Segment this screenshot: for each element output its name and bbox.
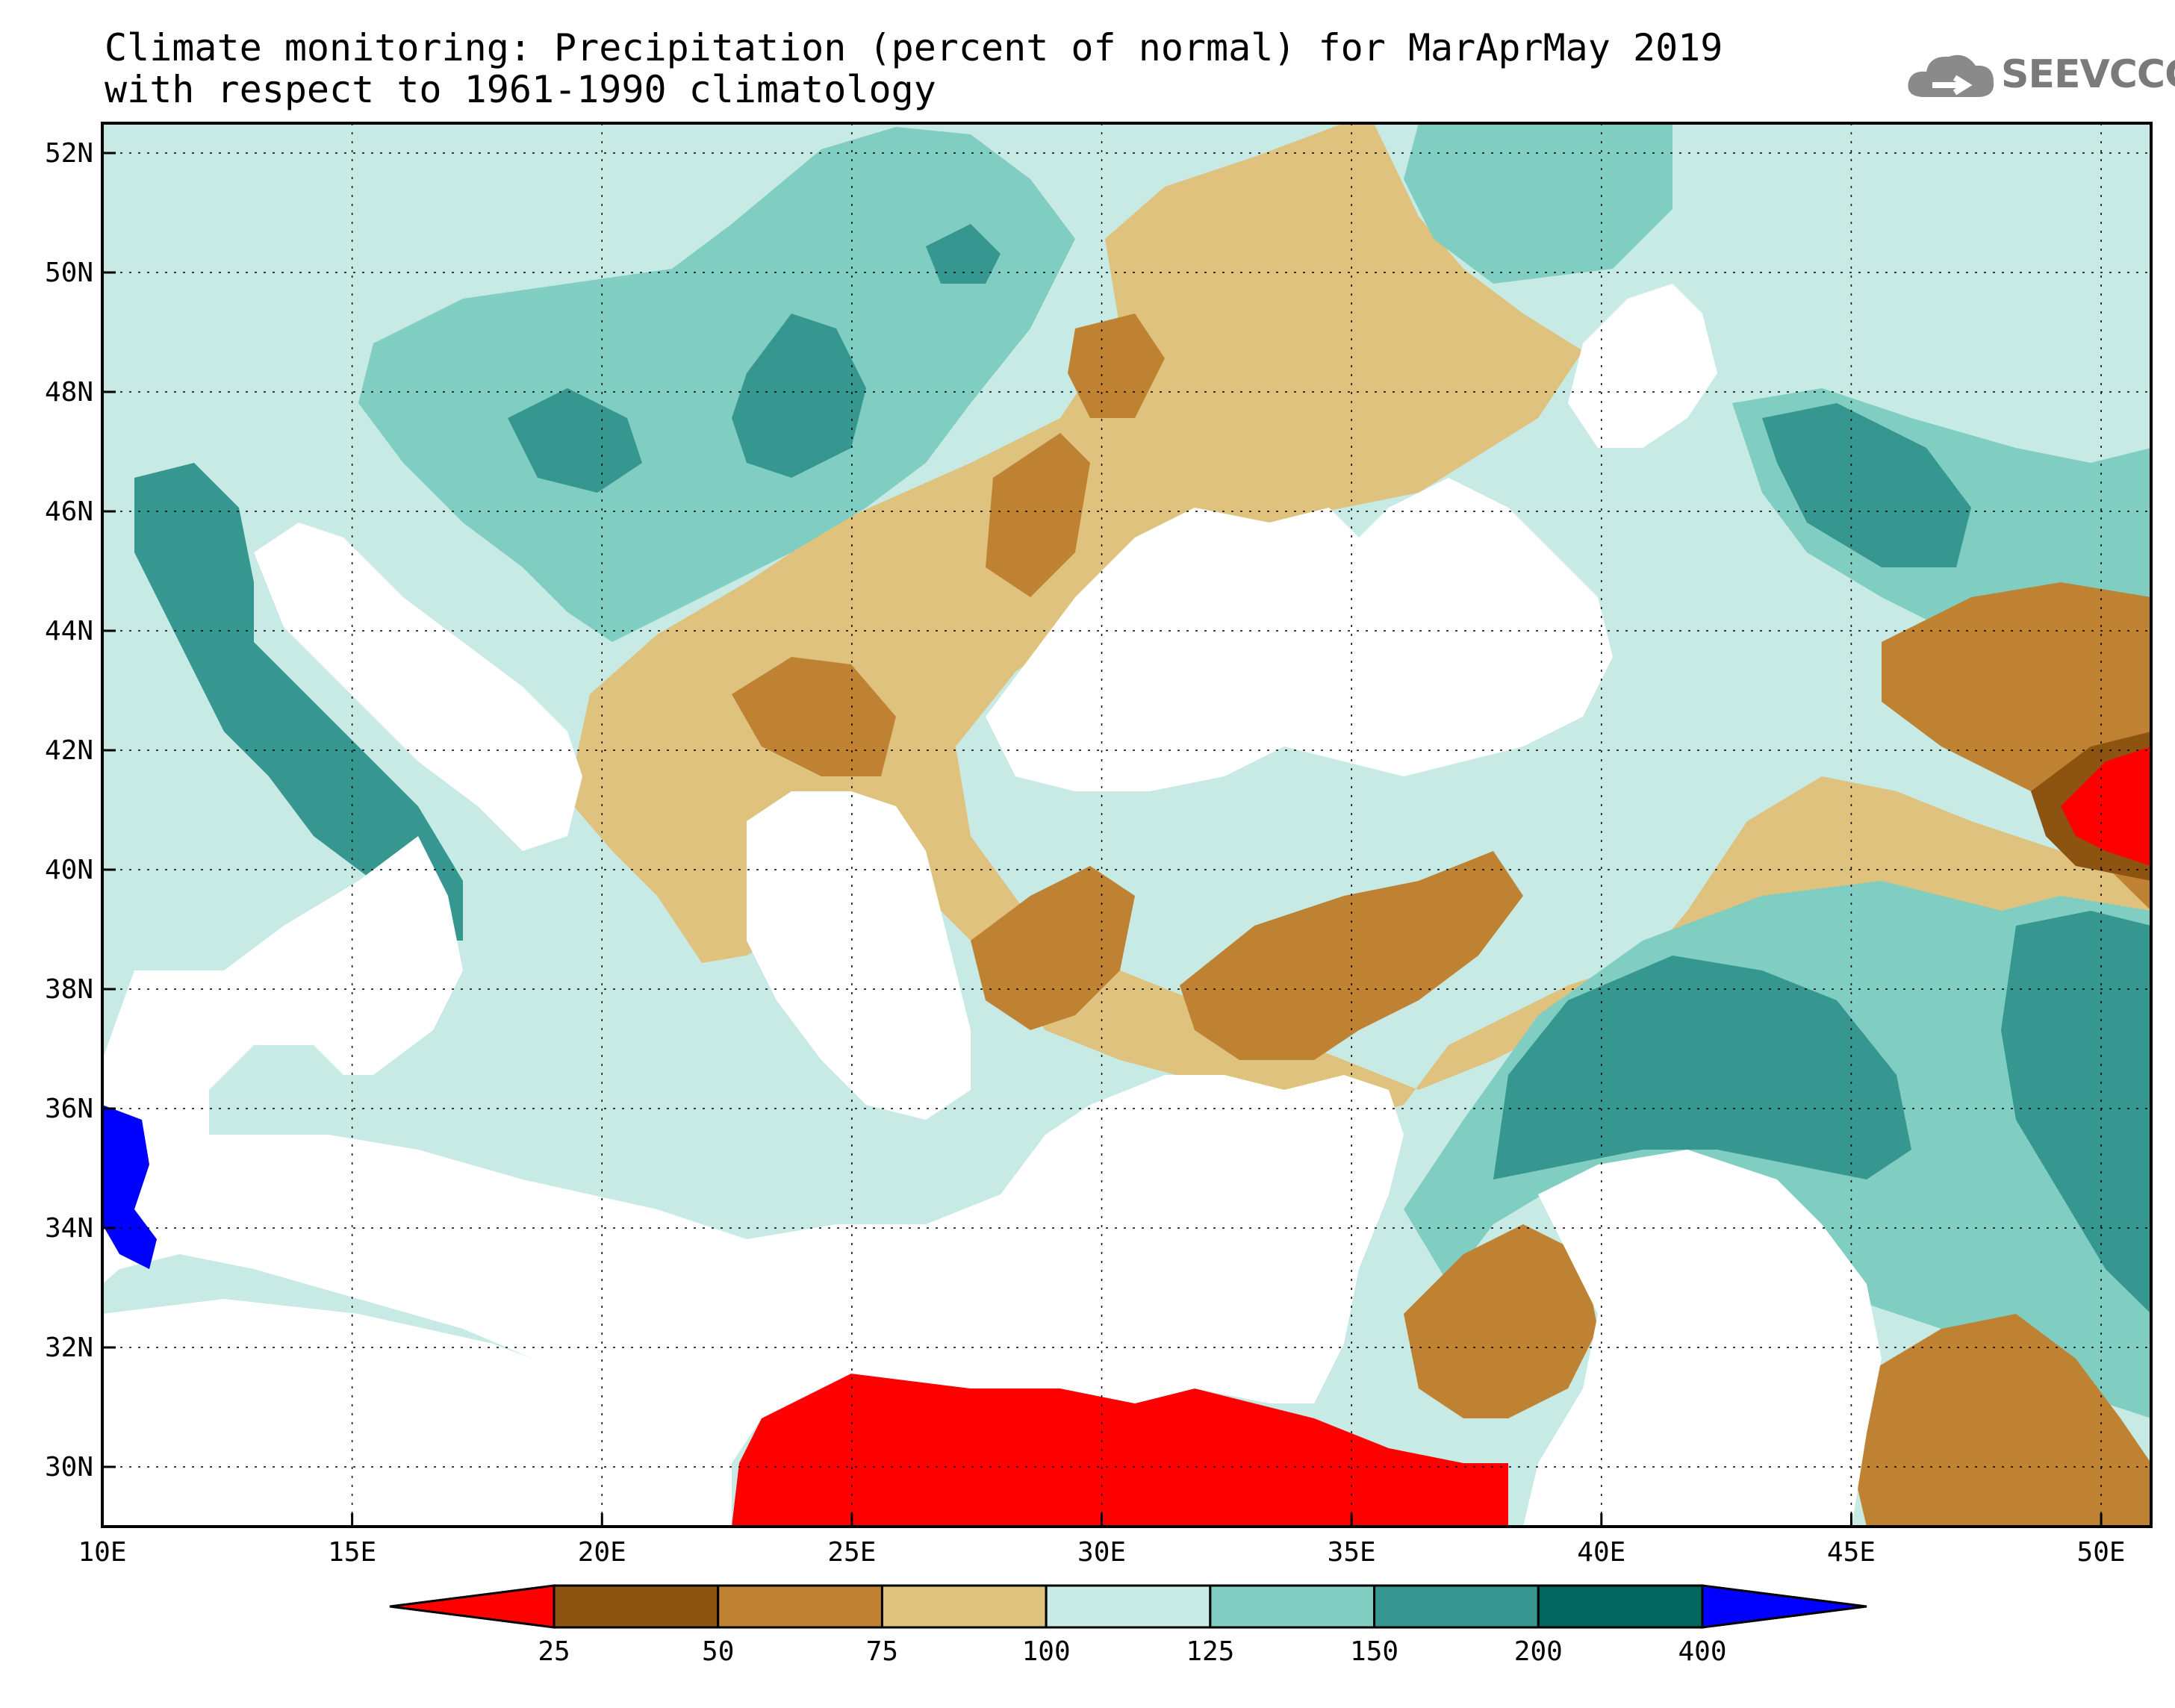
aegean-sea bbox=[747, 791, 971, 1120]
black-sea bbox=[986, 478, 1613, 791]
field-50-75-bulgaria bbox=[732, 657, 896, 776]
colorbar: 25 50 75 100 125 150 200 400 bbox=[389, 1584, 1867, 1667]
lat-tick-label: 34N bbox=[45, 1213, 93, 1244]
field-above-400-algeria bbox=[102, 1105, 157, 1269]
colorbar-box bbox=[1045, 1584, 1212, 1629]
colorbar-label: 100 bbox=[1022, 1636, 1071, 1667]
lat-tick-label: 52N bbox=[45, 138, 93, 169]
lat-tick-label: 40N bbox=[45, 855, 93, 885]
field-150-200-italy bbox=[134, 463, 463, 941]
chart-title-line-2: with respect to 1961-1990 climatology bbox=[105, 68, 936, 111]
cloud-icon bbox=[1908, 54, 1994, 97]
colorbar-label: 50 bbox=[702, 1636, 734, 1667]
field-50-75-ukraine bbox=[1068, 314, 1165, 418]
field-150-200-mideast bbox=[1493, 956, 1911, 1179]
field-50-75-west-turkey bbox=[971, 866, 1135, 1030]
colorbar-label: 75 bbox=[866, 1636, 898, 1667]
field-75-100-balkans bbox=[567, 123, 2151, 1120]
field-150-200-hungary bbox=[508, 388, 642, 493]
field-125-150-russia bbox=[1404, 123, 1673, 284]
lat-tick-label: 48N bbox=[45, 377, 93, 408]
colorbar-box bbox=[1373, 1584, 1540, 1629]
lat-tick-label: 46N bbox=[45, 496, 93, 527]
field-150-200-iran bbox=[2001, 911, 2151, 1314]
colorbar-label: 25 bbox=[538, 1636, 570, 1667]
field-unavailable-north-africa bbox=[102, 1299, 732, 1527]
graticule bbox=[102, 123, 2151, 1527]
map-frame bbox=[101, 122, 2153, 1528]
adriatic-sea bbox=[254, 523, 582, 851]
lon-tick-label: 50E bbox=[2077, 1537, 2126, 1568]
lon-tick-label: 35E bbox=[1328, 1537, 1376, 1568]
mediterranean-sea bbox=[102, 836, 1404, 1463]
field-150-200-slovakia bbox=[732, 314, 866, 478]
colorbar-label: 400 bbox=[1678, 1636, 1726, 1667]
map-fields bbox=[102, 123, 2151, 1527]
lat-tick-label: 30N bbox=[45, 1452, 93, 1483]
lon-tick-label: 40E bbox=[1577, 1537, 1625, 1568]
field-50-75-iraq bbox=[1852, 1314, 2151, 1527]
lat-tick-label: 42N bbox=[45, 735, 93, 766]
lon-tick-label: 10E bbox=[78, 1537, 126, 1568]
colorbar-box bbox=[717, 1584, 883, 1629]
lat-tick-label: 36N bbox=[45, 1094, 93, 1124]
lon-tick-label: 30E bbox=[1077, 1537, 1126, 1568]
colorbar-box bbox=[880, 1584, 1048, 1629]
colorbar-box bbox=[1209, 1584, 1376, 1629]
colorbar-label: 150 bbox=[1350, 1636, 1398, 1667]
colorbar-box bbox=[1537, 1584, 1704, 1629]
lon-tick-label: 25E bbox=[827, 1537, 876, 1568]
colorbar-box bbox=[553, 1584, 720, 1629]
field-125-150-central-europe bbox=[358, 127, 1075, 642]
lon-tick-label: 20E bbox=[578, 1537, 626, 1568]
lat-ticks: 52N 50N 48N 46N 44N 42N 40N 38N 36N 34N 32N 30N bbox=[45, 138, 116, 1483]
colorbar-label: 200 bbox=[1514, 1636, 1563, 1667]
field-50-75-jordan bbox=[1404, 1224, 1598, 1418]
field-50-75-turkey bbox=[1180, 851, 1523, 1060]
seevccc-logo: SEEVCCC bbox=[2001, 52, 2175, 97]
field-below-25-libya-egypt bbox=[732, 1374, 1508, 1527]
field-below-25-caucasus bbox=[2061, 747, 2151, 866]
colorbar-label: 125 bbox=[1186, 1636, 1234, 1667]
field-unavailable-syria-desert bbox=[1523, 1150, 1882, 1527]
lon-ticks: 10E 15E 20E 25E 30E 35E 40E 45E 50E bbox=[78, 1513, 2126, 1568]
field-50-75-romania bbox=[986, 433, 1090, 597]
lon-tick-label: 15E bbox=[328, 1537, 376, 1568]
field-unavailable-ukraine bbox=[1568, 284, 1717, 448]
lat-tick-label: 38N bbox=[45, 974, 93, 1005]
lat-tick-label: 50N bbox=[45, 258, 93, 288]
field-150-200-poland bbox=[926, 224, 1001, 284]
colorbar-high-triangle bbox=[1701, 1584, 1867, 1629]
chart-title-line-1: Climate monitoring: Precipitation (perce… bbox=[105, 26, 1723, 69]
lat-tick-label: 32N bbox=[45, 1333, 93, 1363]
lat-tick-label: 44N bbox=[45, 616, 93, 646]
colorbar-low-triangle bbox=[389, 1584, 556, 1629]
lon-tick-label: 45E bbox=[1827, 1537, 1876, 1568]
field-200-400-caspian-north bbox=[1762, 403, 1971, 567]
